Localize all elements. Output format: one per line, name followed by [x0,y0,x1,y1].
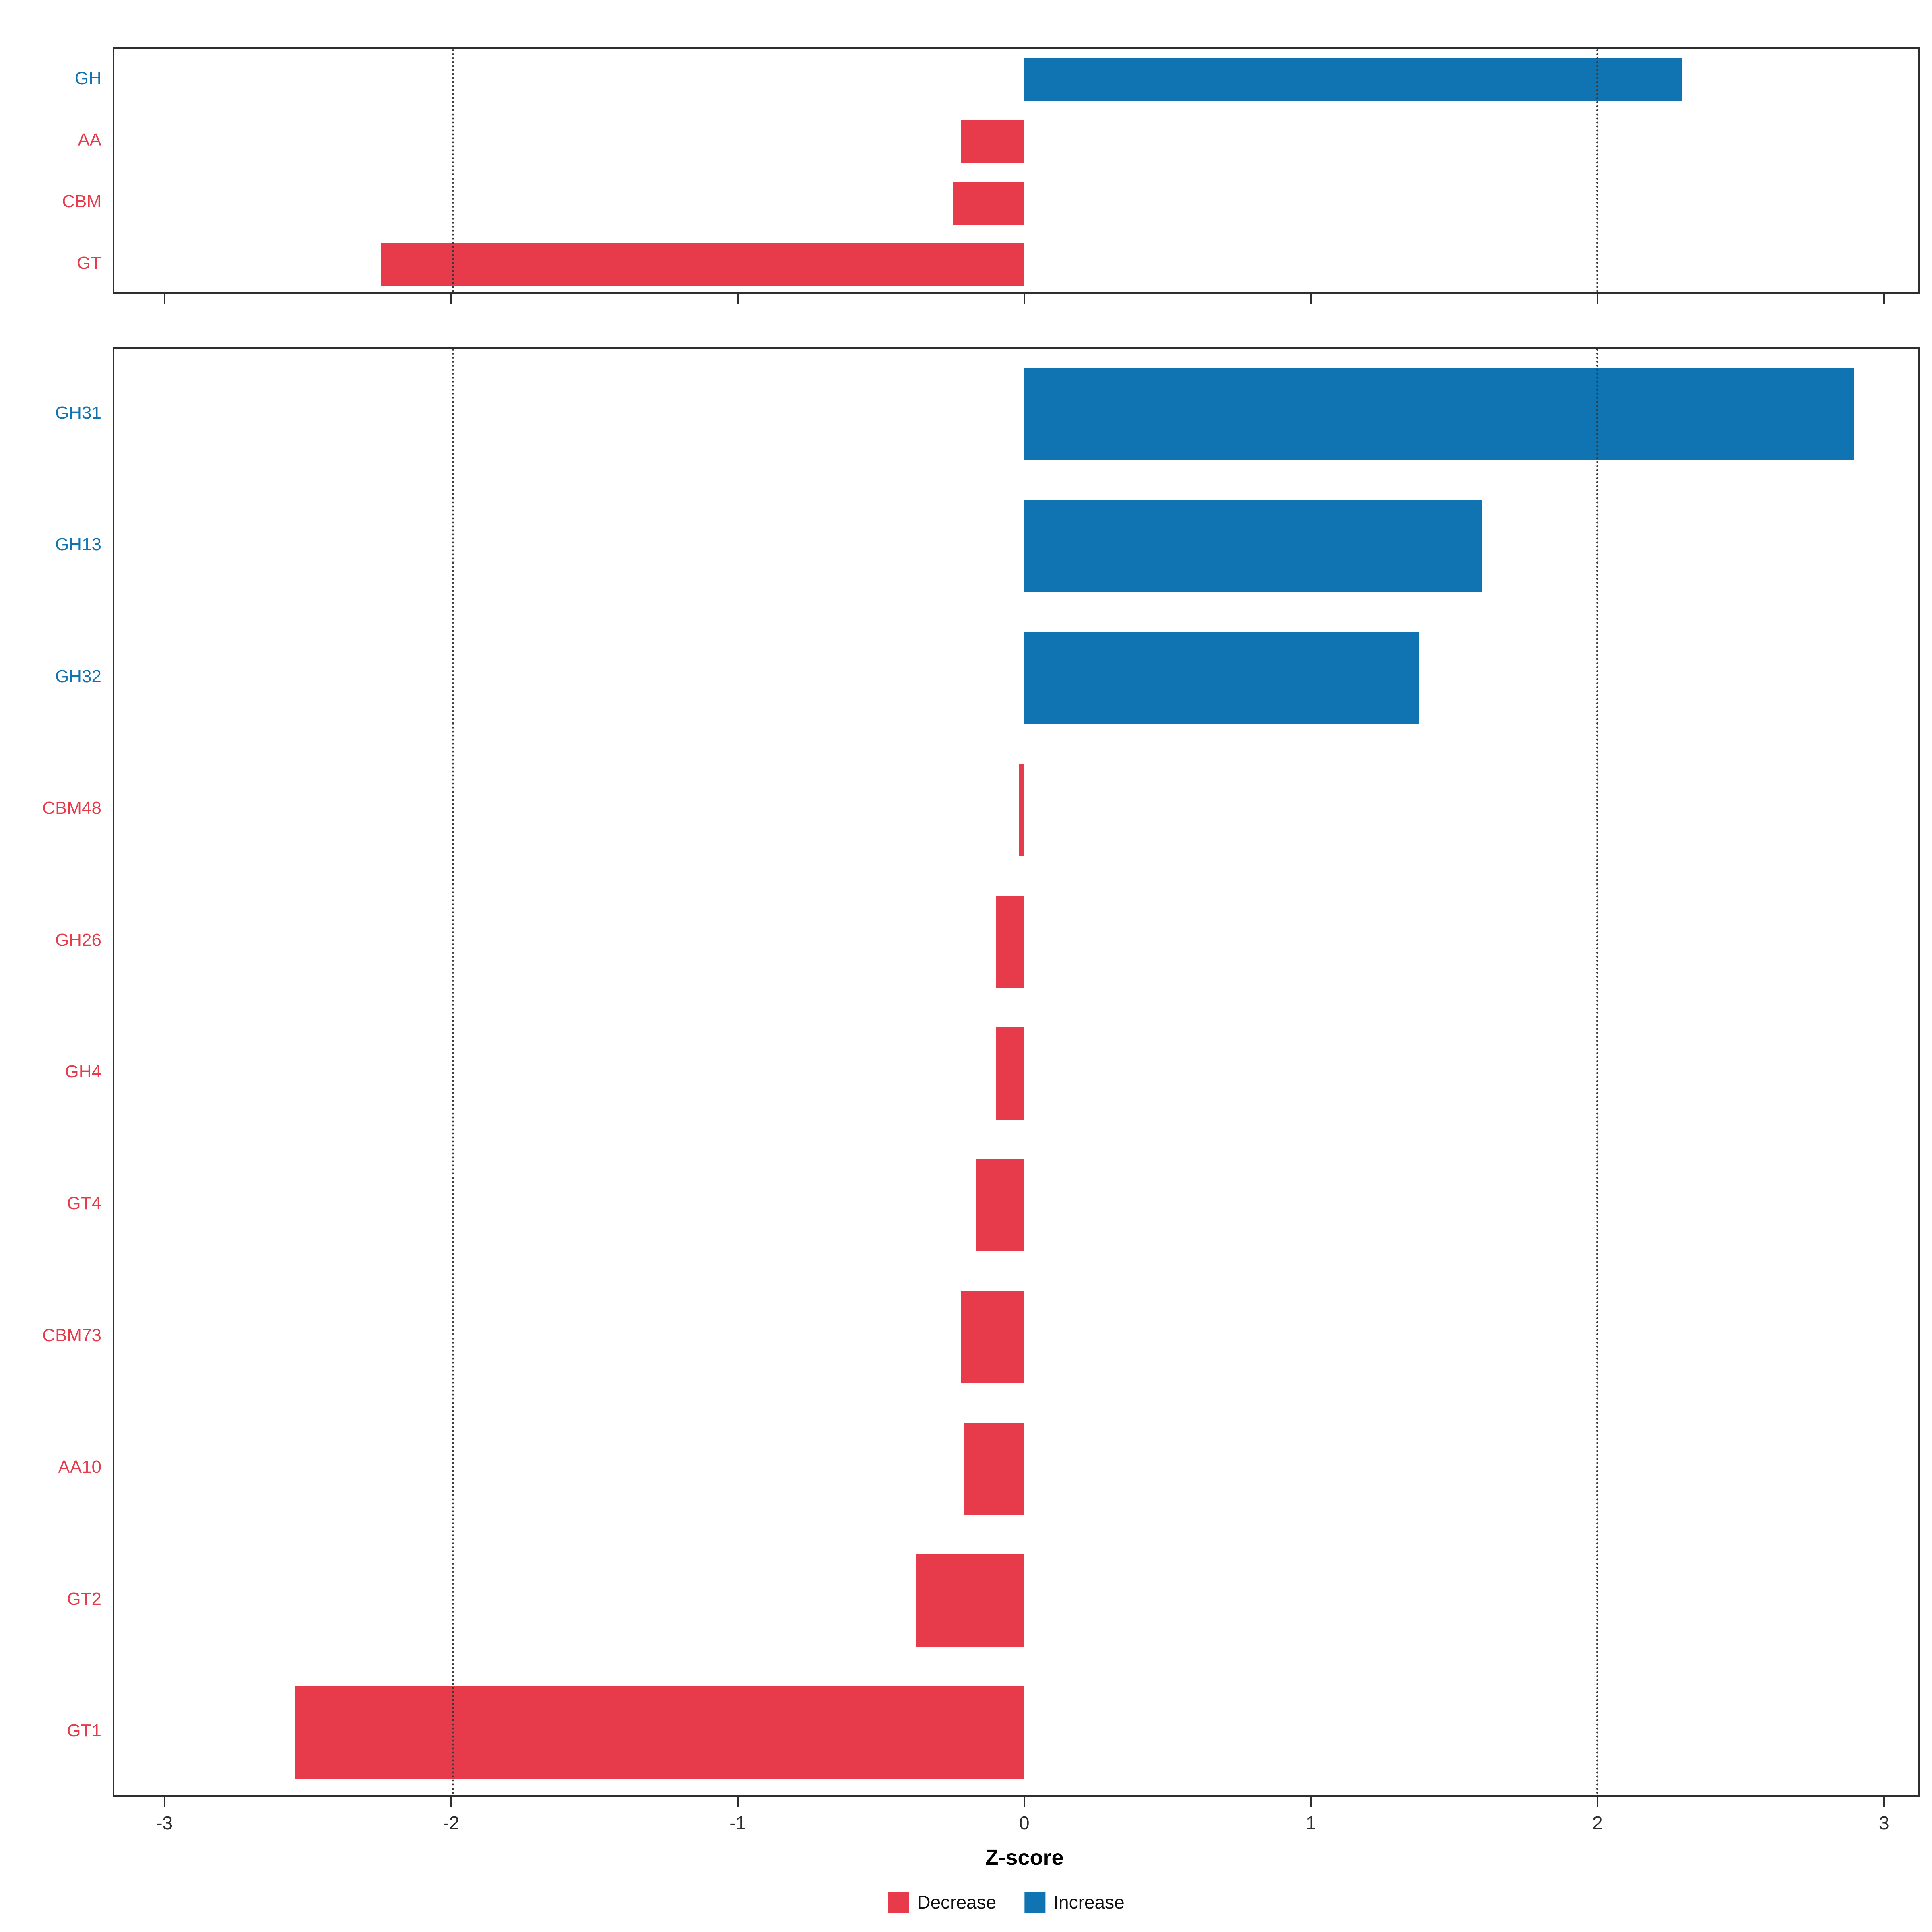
y-axis-label-aa: AA [78,130,101,150]
y-axis-label-gh32: GH32 [55,666,101,686]
x-axis-tick-label: -3 [156,1812,173,1833]
x-axis-tick [1023,294,1025,304]
bar-gt [380,243,1024,287]
gridline-x-2 [452,49,454,292]
legend-item-increase: Increase [1024,1892,1125,1913]
y-axis-label-gh4: GH4 [65,1062,101,1082]
x-axis-tick [1310,1797,1312,1807]
x-axis-tick-label: -1 [729,1812,746,1833]
y-axis-label-gh13: GH13 [55,535,101,555]
x-axis-tick [163,294,165,304]
bar-gh26 [995,895,1024,988]
gridline-x2 [1596,49,1599,292]
legend-label-increase: Increase [1053,1892,1125,1913]
y-axis-label-gt4: GT4 [67,1193,101,1214]
y-axis-label-gh: GH [75,68,101,88]
x-axis-tick [163,1797,165,1807]
x-axis-tick [1596,1797,1598,1807]
y-axis-label-gh26: GH26 [55,930,101,950]
panel-top-families [113,47,1920,294]
bar-cbm48 [1018,764,1024,856]
legend-swatch-increase [1024,1892,1046,1913]
legend: Decrease Increase [888,1892,1125,1913]
x-axis-tick-label: 0 [1019,1812,1030,1833]
legend-item-decrease: Decrease [888,1892,996,1913]
bar-aa [961,120,1024,163]
x-axis-tick [1883,294,1885,304]
x-axis-tick-label: -2 [443,1812,460,1833]
bar-gt2 [915,1554,1024,1647]
bar-gh13 [1024,500,1482,592]
panel-bottom-subfamilies [113,347,1920,1797]
x-axis-tick-label: 2 [1592,1812,1603,1833]
x-axis-tick [450,294,452,304]
x-axis-tick [737,294,739,304]
y-axis-label-cbm73: CBM73 [42,1325,101,1345]
x-axis-tick [1310,294,1312,304]
x-axis-tick-label: 3 [1879,1812,1889,1833]
bar-gh4 [995,1027,1024,1120]
y-axis-label-gt1: GT1 [67,1721,101,1741]
y-axis-label-gt: GT [76,253,101,273]
bar-cbm73 [961,1291,1024,1383]
x-axis-tick [1596,294,1598,304]
x-axis-tick [1883,1797,1885,1807]
legend-label-decrease: Decrease [917,1892,997,1913]
x-axis-title: Z-score [985,1845,1064,1870]
bar-cbm [953,181,1024,225]
bar-gt4 [975,1159,1024,1252]
x-axis-tick [1023,1797,1025,1807]
gridline-x2 [1596,349,1599,1795]
bar-gh32 [1024,632,1419,724]
bar-aa10 [964,1422,1024,1515]
bar-gh [1024,58,1682,102]
legend-swatch-decrease [888,1892,909,1913]
y-axis-label-cbm: CBM [62,191,101,211]
y-axis-label-aa10: AA10 [58,1457,101,1477]
gridline-x-2 [452,349,454,1795]
y-axis-label-gt2: GT2 [67,1589,101,1609]
y-axis-label-gh31: GH31 [55,402,101,423]
bar-gt1 [295,1686,1024,1779]
x-axis-tick-label: 1 [1305,1812,1316,1833]
x-axis-tick [450,1797,452,1807]
x-axis-tick [737,1797,739,1807]
bar-gh31 [1024,368,1854,461]
y-axis-label-cbm48: CBM48 [42,798,101,818]
